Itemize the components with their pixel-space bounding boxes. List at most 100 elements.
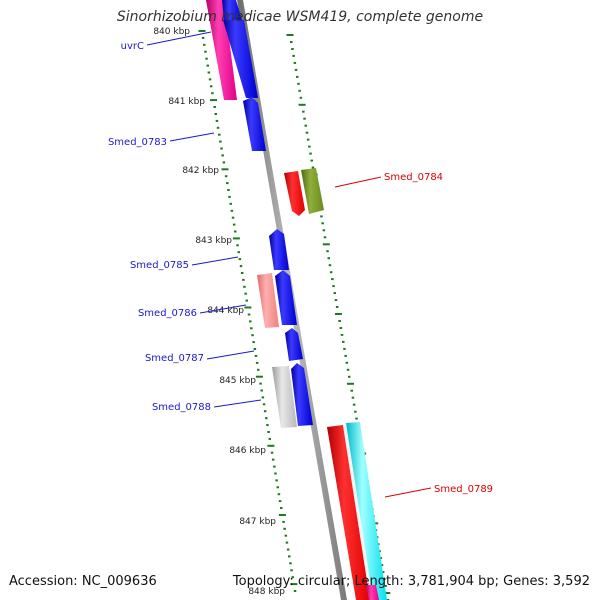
minor-tick xyxy=(265,417,268,420)
leader-line-smed-0785 xyxy=(191,256,239,266)
scale-label-842: 842 kbp xyxy=(182,166,219,176)
leader-line-uvrc xyxy=(146,31,212,46)
gene-label-smed-0787[interactable]: Smed_0787 xyxy=(145,353,204,364)
gene-arrow-pink-0786 xyxy=(257,273,279,328)
major-tick xyxy=(322,243,330,246)
minor-tick xyxy=(286,548,290,551)
minor-tick xyxy=(344,354,347,357)
minor-tick xyxy=(303,117,306,120)
minor-tick xyxy=(263,410,267,413)
major-tick xyxy=(221,168,229,171)
major-tick xyxy=(298,103,306,106)
minor-tick xyxy=(338,320,341,322)
gene-label-smed-0786[interactable]: Smed_0786 xyxy=(138,308,197,319)
gene-arrow-gray-0788 xyxy=(272,366,297,428)
minor-tick xyxy=(280,507,283,509)
minor-tick xyxy=(327,257,330,260)
gene-label-smed-0788[interactable]: Smed_0788 xyxy=(152,402,211,413)
gene-label-smed-0789[interactable]: Smed_0789 xyxy=(434,484,493,495)
minor-tick xyxy=(220,147,223,150)
minor-tick xyxy=(294,68,298,71)
minor-tick xyxy=(237,251,240,254)
minor-tick xyxy=(343,347,346,350)
gene-label-smed-0785[interactable]: Smed_0785 xyxy=(130,260,189,271)
major-tick xyxy=(347,382,354,385)
outer-tick-ring xyxy=(286,34,391,600)
minor-tick xyxy=(205,57,208,60)
minor-tick xyxy=(309,152,312,155)
minor-tick xyxy=(271,458,275,461)
minor-tick xyxy=(226,182,229,185)
minor-tick xyxy=(266,424,269,427)
minor-tick xyxy=(268,437,271,440)
scale-label-843: 843 kbp xyxy=(195,236,232,246)
gene-arrow-magenta-bottom xyxy=(366,585,379,600)
gene-label-uvrc[interactable]: uvrC xyxy=(121,41,144,52)
minor-tick xyxy=(350,389,353,392)
minor-tick xyxy=(262,403,266,406)
minor-tick xyxy=(270,451,274,454)
major-tick xyxy=(290,583,298,586)
minor-tick xyxy=(242,278,245,281)
scale-label-847: 847 kbp xyxy=(239,517,276,527)
minor-tick xyxy=(282,520,285,523)
gene-arrow-red-0789 xyxy=(327,425,370,600)
minor-tick xyxy=(249,320,252,323)
minor-tick xyxy=(231,216,235,219)
minor-tick xyxy=(321,222,324,225)
minor-tick xyxy=(275,479,278,482)
minor-tick xyxy=(260,389,263,392)
gene-arrow-olive-0784 xyxy=(301,168,324,214)
minor-tick xyxy=(273,465,276,468)
minor-tick xyxy=(245,299,248,302)
leader-line-smed-0789 xyxy=(384,487,432,498)
minor-tick xyxy=(304,124,307,127)
minor-tick xyxy=(351,396,355,399)
minor-tick xyxy=(209,85,213,88)
minor-tick xyxy=(229,202,232,205)
scale-label-844: 844 kbp xyxy=(207,306,244,316)
minor-tick xyxy=(221,154,224,157)
minor-tick xyxy=(228,195,231,198)
minor-tick xyxy=(296,75,299,78)
major-tick xyxy=(286,34,294,36)
minor-tick xyxy=(311,166,315,169)
minor-tick xyxy=(250,327,253,330)
minor-tick xyxy=(284,534,288,537)
minor-tick xyxy=(285,541,289,544)
minor-tick xyxy=(207,71,211,74)
minor-tick xyxy=(227,189,230,191)
scale-label-848: 848 kbp xyxy=(248,587,285,597)
minor-tick xyxy=(253,348,257,350)
gene-label-smed-0783[interactable]: Smed_0783 xyxy=(108,137,167,148)
gene-arrow-white-0789 xyxy=(343,425,374,600)
scale-tick-ring xyxy=(198,30,298,592)
minor-tick xyxy=(334,299,338,302)
minor-tick xyxy=(331,278,334,281)
gene-arrow-blue-0788 xyxy=(291,363,313,426)
minor-tick xyxy=(290,41,293,43)
minor-tick xyxy=(211,92,214,95)
minor-tick xyxy=(204,50,207,53)
minor-tick xyxy=(277,493,281,496)
minor-tick xyxy=(346,368,350,371)
minor-tick xyxy=(290,569,293,572)
minor-tick xyxy=(216,126,220,129)
major-tick xyxy=(383,592,391,594)
minor-tick xyxy=(342,340,345,343)
minor-tick xyxy=(352,403,356,406)
gene-arrow-blue-uvrc xyxy=(223,20,258,98)
minor-tick xyxy=(219,140,222,143)
minor-tick xyxy=(354,410,357,413)
scale-label-845: 845 kbp xyxy=(219,376,256,386)
gene-label-smed-0784[interactable]: Smed_0784 xyxy=(384,172,443,183)
minor-tick xyxy=(379,557,382,560)
minor-tick xyxy=(230,209,234,212)
minor-tick xyxy=(302,110,305,113)
minor-tick xyxy=(306,138,310,141)
minor-tick xyxy=(323,236,327,239)
leader-line-smed-0784 xyxy=(334,176,382,188)
scale-label-846: 846 kbp xyxy=(229,446,266,456)
minor-tick xyxy=(288,555,291,558)
major-tick xyxy=(232,237,240,240)
